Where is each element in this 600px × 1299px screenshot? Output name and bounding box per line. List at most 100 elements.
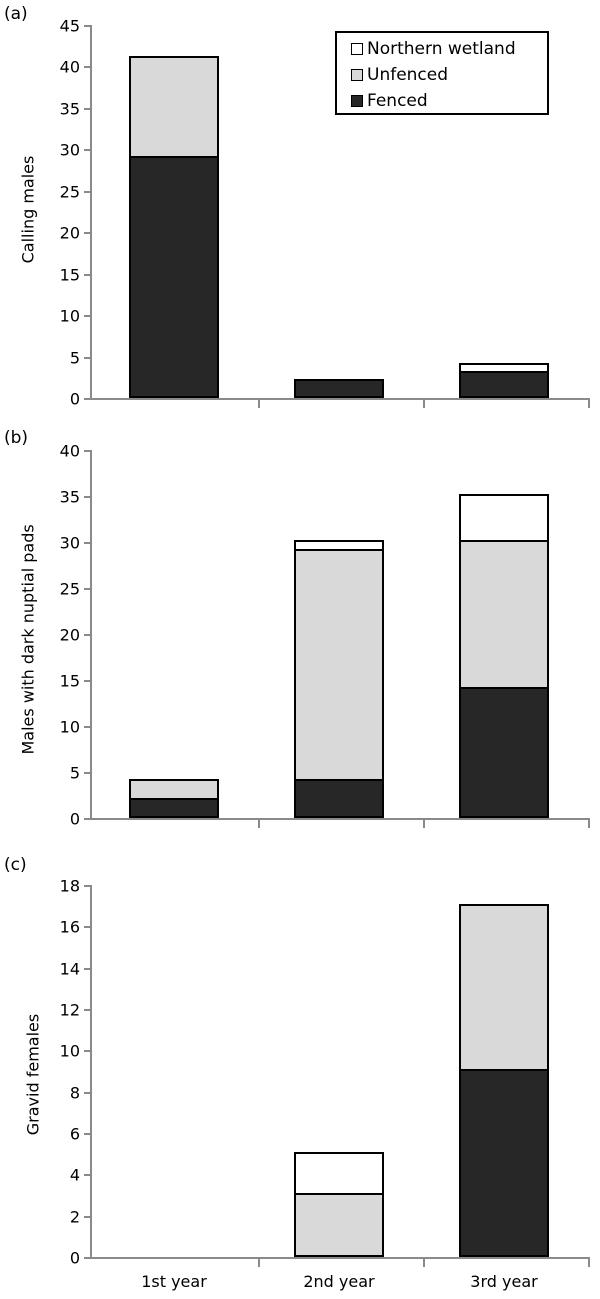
y-tick [84, 818, 90, 820]
bar-segment-unfenced [459, 903, 549, 1071]
x-tick [258, 820, 260, 828]
x-label-3rd-year: 3rd year [470, 1272, 538, 1291]
y-tick [84, 1009, 90, 1011]
y-tick-label: 0 [69, 1248, 80, 1268]
bar-segment-fenced [459, 371, 549, 398]
y-tick [84, 680, 90, 682]
legend-label-northern: Northern wetland [367, 39, 516, 59]
y-axis [90, 25, 92, 400]
y-axis [90, 450, 92, 820]
y-tick-label: 25 [59, 182, 80, 202]
y-tick-label: 30 [59, 140, 80, 160]
y-tick-label: 15 [59, 671, 80, 691]
y-tick [84, 1050, 90, 1053]
x-tick [423, 820, 425, 828]
y-tick-label: 4 [69, 1165, 80, 1185]
y-tick [84, 496, 90, 498]
panel-b-label: (b) [4, 428, 29, 448]
panel-c-label: (c) [4, 855, 27, 875]
x-tick [588, 820, 590, 828]
y-tick-label: 5 [69, 348, 80, 368]
y-tick [84, 66, 90, 69]
y-tick [84, 25, 90, 27]
y-tick-label: 16 [59, 917, 80, 937]
y-tick [84, 772, 90, 774]
x-tick [258, 1259, 260, 1267]
x-tick [588, 400, 590, 408]
y-tick [84, 398, 90, 400]
y-tick-label: 5 [69, 763, 80, 783]
y-tick-label: 35 [59, 99, 80, 119]
panel-a: (a) Calling males 0 5 10 15 20 25 30 35 40 45 Nor… [0, 0, 600, 420]
stacked-bar [459, 903, 549, 1257]
y-tick [84, 1091, 90, 1094]
panel-b-ylabel: Males with dark nuptial pads [18, 524, 38, 755]
northern-wetland-swatch-icon [351, 43, 363, 55]
legend-item-unfenced: Unfenced [351, 62, 547, 88]
y-tick-label: 40 [59, 441, 80, 461]
panel-b: (b) Males with dark nuptial pads 0 5 10 15 2… [0, 420, 600, 840]
y-tick [84, 1174, 90, 1177]
y-axis [90, 885, 92, 1259]
bar-segment-unfenced [129, 779, 219, 800]
stacked-bar [129, 56, 219, 398]
legend-label-fenced: Fenced [367, 91, 428, 111]
y-tick [84, 1215, 90, 1218]
panel-c-ylabel: Gravid females [23, 1013, 43, 1136]
y-tick-label: 2 [69, 1207, 80, 1227]
stacked-bar [294, 540, 384, 818]
y-tick [84, 149, 90, 152]
legend-item-northern: Northern wetland [351, 36, 547, 62]
y-tick [84, 450, 90, 452]
x-label-2nd-year: 2nd year [303, 1272, 375, 1291]
y-tick [84, 1257, 90, 1259]
stacked-bar [129, 779, 219, 818]
y-tick [84, 885, 90, 887]
x-tick [258, 400, 260, 408]
unfenced-swatch-icon [351, 69, 363, 81]
y-tick [84, 273, 90, 276]
stacked-bar [294, 1151, 384, 1257]
y-tick-label: 18 [59, 876, 80, 896]
x-axis [90, 818, 590, 820]
y-tick [84, 588, 90, 590]
panel-c: (c) Gravid females 0 2 4 6 8 10 12 14 16 18 [0, 840, 600, 1299]
x-tick [423, 400, 425, 408]
bar-segment-northern [459, 494, 549, 543]
panel-a-plot: 0 5 10 15 20 25 30 35 40 45 [60, 17, 590, 409]
bar-segment-unfenced [129, 56, 219, 158]
y-tick-label: 14 [59, 959, 80, 979]
x-axis [90, 398, 590, 400]
y-tick-label: 10 [59, 306, 80, 326]
legend: Northern wetland Unfenced Fenced [335, 31, 549, 115]
bar-segment-unfenced [294, 1193, 384, 1257]
y-tick [84, 926, 90, 929]
bar-segment-fenced [129, 155, 219, 398]
bar-segment-fenced [294, 379, 384, 398]
x-label-1st-year: 1st year [141, 1272, 207, 1291]
panel-c-plot: 0 2 4 6 8 10 12 14 16 18 [60, 877, 590, 1268]
x-tick [588, 1259, 590, 1267]
panel-a-ylabel: Calling males [18, 155, 38, 264]
y-tick [84, 107, 90, 110]
y-tick [84, 726, 90, 728]
y-tick-label: 6 [69, 1124, 80, 1144]
stacked-bar [294, 379, 384, 398]
y-tick-label: 45 [59, 16, 80, 36]
y-tick-label: 20 [59, 625, 80, 645]
y-tick-label: 8 [69, 1083, 80, 1103]
y-tick-label: 25 [59, 579, 80, 599]
y-tick-label: 35 [59, 487, 80, 507]
bar-segment-fenced [459, 1069, 549, 1257]
legend-label-unfenced: Unfenced [367, 65, 449, 85]
stacked-bar [459, 494, 549, 818]
y-tick [84, 232, 90, 235]
y-tick-label: 20 [59, 223, 80, 243]
y-tick-label: 0 [69, 389, 80, 409]
y-tick-label: 12 [59, 1000, 80, 1020]
y-tick-label: 30 [59, 533, 80, 553]
y-tick [84, 1133, 90, 1135]
legend-item-fenced: Fenced [351, 88, 547, 114]
y-tick [84, 542, 90, 544]
bar-segment-fenced [294, 779, 384, 818]
